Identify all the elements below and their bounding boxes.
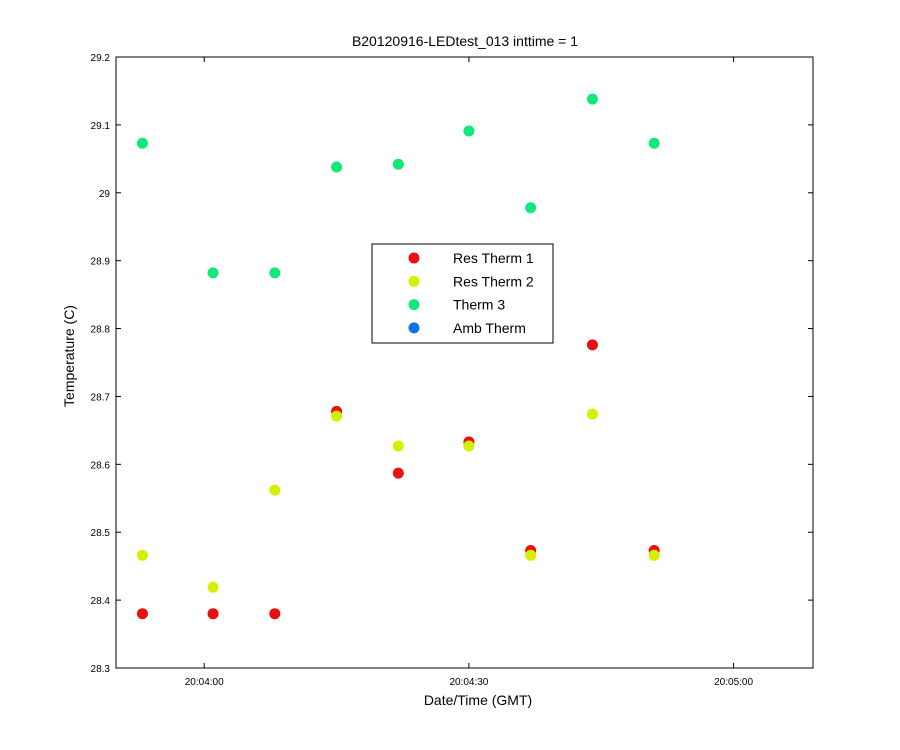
y-tick-label: 28.6 <box>91 460 111 471</box>
data-point <box>207 581 219 593</box>
data-point <box>648 137 660 149</box>
data-point <box>525 549 537 561</box>
x-axis-title: Date/Time (GMT) <box>424 692 532 708</box>
data-point <box>331 161 343 173</box>
data-point <box>648 549 660 561</box>
y-tick-label: 28.9 <box>91 257 111 268</box>
data-point <box>331 410 343 422</box>
y-tick-label: 29 <box>99 189 111 200</box>
data-point <box>586 408 598 420</box>
legend-entry: Res Therm 2 <box>453 273 534 289</box>
data-point <box>269 267 281 279</box>
y-tick-label: 29.1 <box>91 121 111 132</box>
legend-box <box>371 243 554 344</box>
legend-entry: Res Therm 1 <box>453 250 534 266</box>
legend-entry: Therm 3 <box>453 297 505 313</box>
data-point <box>392 158 404 170</box>
y-tick-label: 28.7 <box>91 392 111 403</box>
data-point <box>586 339 598 351</box>
legend-marker <box>408 299 420 311</box>
series-2 <box>136 93 660 279</box>
x-tick-label: 20:04:30 <box>449 677 488 688</box>
data-point <box>207 608 219 620</box>
data-point <box>136 549 148 561</box>
plot-area <box>115 56 814 669</box>
data-point <box>269 484 281 496</box>
data-point <box>392 440 404 452</box>
y-tick-label: 28.3 <box>91 664 111 675</box>
data-points <box>136 93 660 620</box>
data-point <box>136 608 148 620</box>
legend-marker <box>408 322 420 334</box>
x-axis: 20:04:00 20:04:30 20:05:00 <box>185 57 753 688</box>
y-axis-title: Temperature (C) <box>61 305 77 407</box>
legend-entry: Amb Therm <box>453 320 526 336</box>
y-axis: 28.3 28.4 28.5 28.6 28.7 28.8 28.9 29 29.1 29.2 <box>91 53 813 675</box>
legend-marker <box>408 252 420 264</box>
data-point <box>392 467 404 479</box>
data-point <box>207 267 219 279</box>
x-tick-label: 20:04:00 <box>185 677 224 688</box>
data-point <box>463 440 475 452</box>
x-tick-label: 20:05:00 <box>714 677 753 688</box>
y-tick-label: 29.2 <box>91 53 111 64</box>
data-point <box>136 137 148 149</box>
chart-title: B20120916-LEDtest_013 inttime = 1 <box>352 33 578 49</box>
data-point <box>525 202 537 214</box>
series-1 <box>136 408 660 593</box>
legend-marker <box>408 275 420 287</box>
y-tick-label: 28.8 <box>91 325 111 336</box>
data-point <box>586 93 598 105</box>
data-point <box>463 125 475 137</box>
data-point <box>269 608 281 620</box>
y-tick-label: 28.4 <box>91 596 111 607</box>
y-tick-label: 28.5 <box>91 528 111 539</box>
legend: Res Therm 1 Res Therm 2 Therm 3 Amb Therm <box>371 243 554 344</box>
